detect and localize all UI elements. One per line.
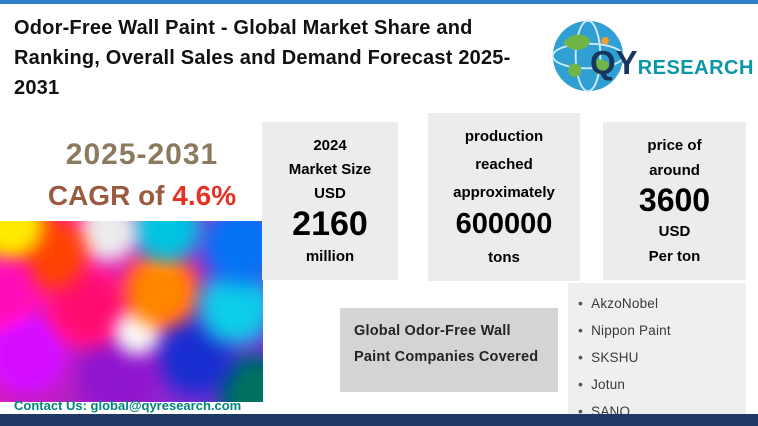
cagr-period: 2025-2031 (65, 138, 219, 171)
stat-line: USD (658, 223, 691, 241)
stat-value: 600000 (455, 208, 553, 241)
stat-line: Per ton (648, 247, 701, 265)
stat-line: million (305, 247, 355, 265)
list-item-company: Jotun (578, 370, 740, 397)
page-title: Odor-Free Wall Paint - Global Market Sha… (14, 17, 511, 99)
stat-line: price of (647, 137, 702, 154)
paint-art (0, 221, 263, 402)
cagr-line: CAGR of 4.6% (22, 180, 262, 212)
logo-text-qy: QY (590, 44, 638, 81)
top-accent-line (0, 0, 758, 4)
cagr-block: 2025-2031 CAGR of 4.6% (22, 138, 262, 212)
list-item-company: SKSHU (578, 343, 740, 370)
list-item-company: AkzoNobel (578, 289, 740, 316)
stat-value: 2160 (292, 205, 368, 244)
stat-line: around (649, 161, 700, 179)
contact-line: Contact Us: global@qyresearch.com (14, 398, 242, 413)
stat-line: reached (475, 156, 533, 174)
cagr-value: 4.6% (172, 180, 237, 211)
globe-icon (551, 19, 625, 93)
cagr-label: CAGR of (47, 180, 173, 211)
stat-card-market-size: 2024 Market Size USD 2160 million (262, 122, 398, 280)
stat-line: 2024 (313, 137, 347, 154)
logo-wordmark: QY RESEARCH (590, 44, 754, 82)
companies-covered-box: Global Odor-Free Wall Paint Companies Co… (340, 308, 558, 392)
company-list: AkzoNobel Nippon Paint SKSHU Jotun SANO (568, 283, 746, 419)
stat-card-price: price of around 3600 USD Per ton (603, 122, 746, 280)
logo-text-research: RESEARCH (637, 57, 754, 79)
stat-line: Market Size (288, 161, 372, 179)
stat-line: approximately (453, 184, 555, 202)
stat-value: 3600 (638, 182, 711, 219)
qyresearch-logo: QY RESEARCH (550, 14, 753, 106)
stat-card-production: production reached approximately 600000 … (428, 113, 580, 281)
footer-bar (0, 414, 758, 426)
stat-line: tons (488, 248, 520, 266)
list-item-company: Nippon Paint (578, 316, 740, 343)
paint-image (0, 221, 263, 402)
stat-line: USD (314, 185, 346, 203)
stat-line: production (464, 128, 544, 145)
